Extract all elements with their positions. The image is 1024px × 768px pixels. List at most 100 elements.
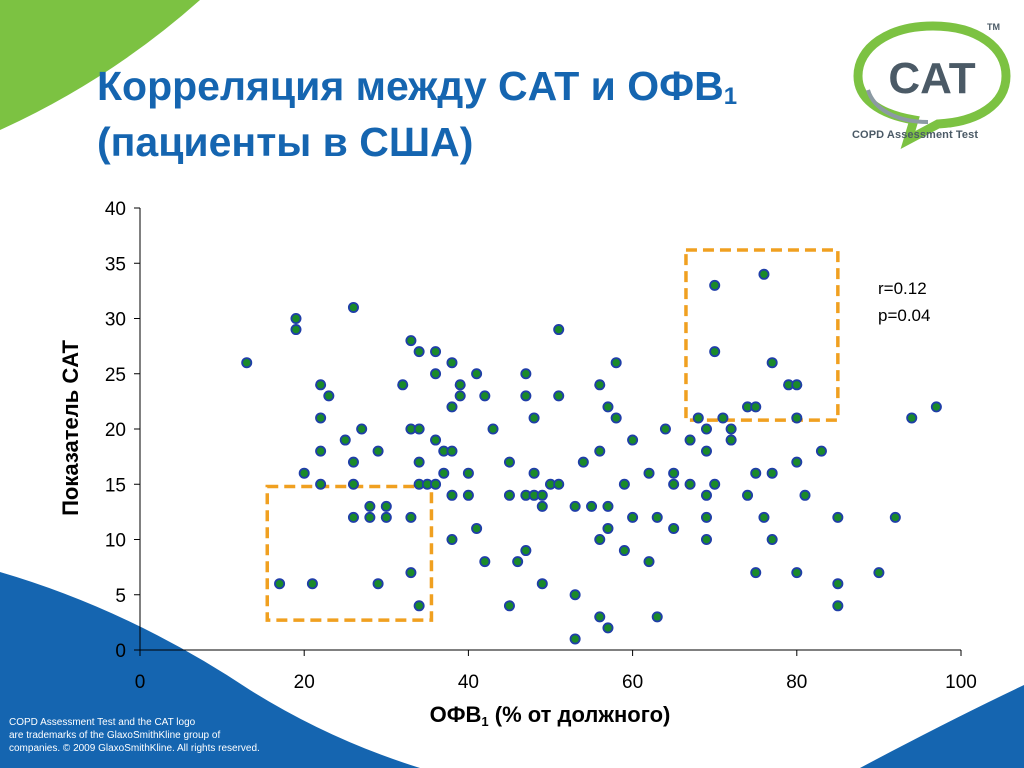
x-tick-label: 60 [622,672,643,693]
data-point [413,600,425,612]
data-point [791,567,803,579]
y-tick-label: 40 [105,199,126,220]
data-point [906,412,918,424]
data-point [413,346,425,358]
data-point [700,534,712,546]
data-point [668,467,680,479]
data-point [930,401,942,413]
data-point [602,522,614,534]
data-point [594,445,606,457]
data-point [306,578,318,590]
data-point [274,578,286,590]
data-point [372,445,384,457]
data-point [700,511,712,523]
data-point [520,368,532,380]
data-point [471,368,483,380]
footer-line-3: companies. © 2009 GlaxoSmithKline. All r… [9,743,260,754]
data-point [397,379,409,391]
logo-text: CAT [888,54,975,103]
x-axis-label-prefix: ОФВ [429,702,482,727]
data-point [347,478,359,490]
data-point [832,511,844,523]
data-point [298,467,310,479]
data-point [446,357,458,369]
data-point [372,578,384,590]
data-point [315,445,327,457]
x-tick-label: 0 [135,672,146,693]
data-point [700,445,712,457]
data-point [594,611,606,623]
data-point [430,346,442,358]
logo-bubble-green [853,21,1011,150]
data-point [750,467,762,479]
data-point [766,467,778,479]
logo-bubble-gray [866,89,929,124]
data-point [347,456,359,468]
data-point [602,622,614,634]
data-point [536,578,548,590]
data-point [503,456,515,468]
data-point [536,500,548,512]
data-point [725,434,737,446]
data-point [446,401,458,413]
highlight-box [265,484,434,622]
data-point [610,412,622,424]
data-point [725,423,737,435]
data-point [586,500,598,512]
green-corner-swoosh [0,0,200,130]
data-point [454,390,466,402]
data-point [405,511,417,523]
copyright-footer: COPD Assessment Test and the CAT logo ar… [9,716,309,755]
x-tick-label: 20 [294,672,315,693]
data-point [651,611,663,623]
data-point [413,423,425,435]
data-point [627,434,639,446]
data-point [832,578,844,590]
data-point [315,412,327,424]
data-point [684,434,696,446]
data-point [717,412,729,424]
data-point [290,312,302,324]
data-point [618,478,630,490]
data-point [659,423,671,435]
logo-tagline: COPD Assessment Test [852,129,979,141]
y-axis-label: Показатель CAT [58,340,83,516]
data-point [700,423,712,435]
data-point [766,534,778,546]
x-tick-label: 100 [945,672,977,693]
data-point [512,556,524,568]
data-point [684,478,696,490]
data-point [791,379,803,391]
data-point [553,478,565,490]
data-point [446,445,458,457]
title-line-1-text: Корреляция между CAT и ОФВ [97,63,724,109]
y-tick-label: 10 [105,531,126,552]
data-point [815,445,827,457]
data-point [405,567,417,579]
data-point [569,589,581,601]
data-point [438,467,450,479]
footer-line-2: are trademarks of the GlaxoSmithKline gr… [9,730,221,741]
data-point [742,489,754,501]
highlight-boxes [265,248,840,622]
y-tick-label: 25 [105,365,126,386]
data-point [553,324,565,336]
axes: 0 5 10 15 20 25 30 35 40 0 20 40 60 80 100 [105,199,977,693]
data-point [364,500,376,512]
data-point [799,489,811,501]
data-point [536,489,548,501]
data-point [323,390,335,402]
y-tick-label: 0 [115,641,126,662]
data-point [430,434,442,446]
data-point [339,434,351,446]
data-point [347,511,359,523]
data-point [832,600,844,612]
data-point [315,379,327,391]
data-point [758,268,770,280]
blue-right-swoosh [860,685,1024,768]
data-point [618,545,630,557]
data-point [290,324,302,336]
p-value: p=0.04 [878,306,931,325]
